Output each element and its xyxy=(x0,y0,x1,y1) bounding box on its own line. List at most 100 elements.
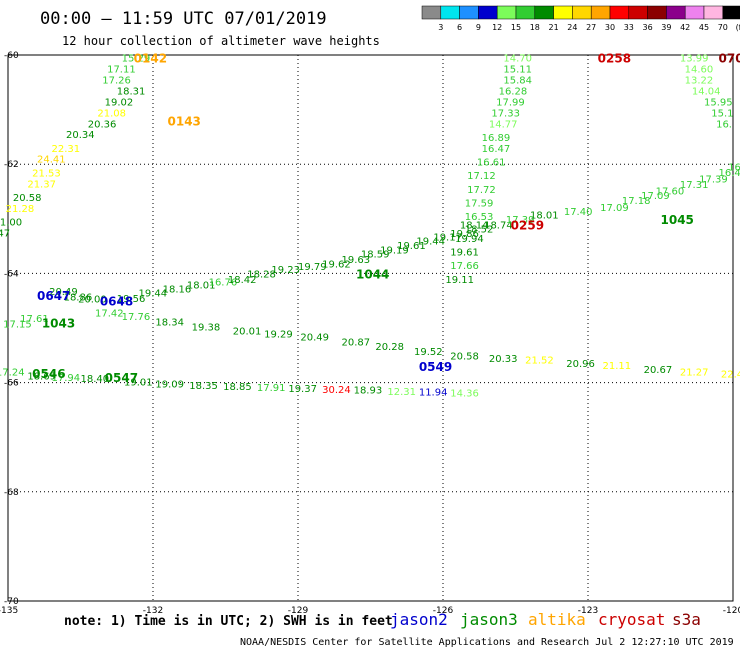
data-point-label: 16.46 xyxy=(719,168,740,179)
credit-line: NOAA/NESDIS Center for Satellite Applica… xyxy=(240,637,734,648)
data-point-label: 19.61 xyxy=(397,241,426,252)
data-point-label: 19.01 xyxy=(124,378,153,389)
pass-time-label: 0547 xyxy=(105,371,138,385)
colorbar-label: 27 xyxy=(586,23,596,32)
y-tick-label: -64 xyxy=(4,269,19,279)
colorbar-swatch xyxy=(684,5,705,20)
data-point-label: 20.96 xyxy=(566,359,595,370)
data-point-label: 19.62 xyxy=(322,260,351,271)
data-point-label: 19.61 xyxy=(450,248,479,259)
data-point-label: 17.12 xyxy=(467,171,496,182)
colorbar-swatch xyxy=(496,5,517,20)
data-point-label: 14.77 xyxy=(489,119,518,130)
x-tick-label: -126 xyxy=(433,606,454,616)
data-point-label: 16. xyxy=(716,119,732,130)
colorbar-label: 24 xyxy=(567,23,577,32)
data-point-label: 18.01 xyxy=(187,280,216,291)
data-point-label: 17.18 xyxy=(622,196,651,207)
data-point-label: 19.44 xyxy=(139,289,168,300)
colorbar-label: 42 xyxy=(680,23,690,32)
data-point-label: 17.39 xyxy=(699,174,728,185)
data-point-label: 20.49 xyxy=(49,287,78,298)
data-point-label: 20.00 xyxy=(78,295,107,306)
chart-title: 00:00 – 11:59 UTC 07/01/2019 xyxy=(40,9,327,29)
data-point-label: 18.52 xyxy=(465,225,494,236)
data-point-label: 19.17 xyxy=(433,232,462,243)
colorbar-label: 3 xyxy=(438,23,443,32)
x-tick-labels: -135 -132 -129 -126 -123 -120 xyxy=(0,606,740,616)
data-point-label: 15.95 xyxy=(704,97,733,108)
data-point-label: 16.61 xyxy=(477,157,506,168)
data-point-label: 19.37 xyxy=(288,384,317,395)
legend-cryosat: cryosat xyxy=(598,610,665,629)
colorbar-label: 6 xyxy=(457,23,462,32)
data-point-label: 22.31 xyxy=(52,144,81,155)
data-point-label: 20.28 xyxy=(375,342,404,353)
data-point-label: 18.93 xyxy=(354,386,383,397)
data-point-label: 19.56 xyxy=(117,294,146,305)
data-point-label: 20.01 xyxy=(233,327,262,338)
chart-subtitle: 12 hour collection of altimeter wave hei… xyxy=(62,34,380,48)
data-point-label: 17.94 xyxy=(52,373,81,384)
data-point-label: 17.31 xyxy=(680,180,709,191)
data-point-label: 14.04 xyxy=(692,86,721,97)
data-point-label: 18.31 xyxy=(117,86,146,97)
data-point-label: 16.76 xyxy=(209,278,238,289)
pass-time-label: 0546 xyxy=(32,367,65,381)
data-point-label: 20.34 xyxy=(66,130,95,141)
data-point-label: 17.42 xyxy=(95,309,124,320)
data-point-label: 13.22 xyxy=(685,76,714,87)
colorbar-label: 9 xyxy=(476,23,481,32)
pass-time-label: 1044 xyxy=(356,267,389,281)
pass-time-label: 1043 xyxy=(42,317,75,331)
data-point-label: 18.85 xyxy=(223,382,252,393)
legend-s3a: s3a xyxy=(672,610,701,629)
colorbar-label: 70 xyxy=(718,23,728,32)
data-point-label: 15.29 xyxy=(122,54,151,65)
pass-time-label: 0259 xyxy=(511,218,544,232)
colorbar-swatch xyxy=(572,5,592,20)
data-point-label: 16.89 xyxy=(482,133,511,144)
data-point-label: 19.29 xyxy=(264,329,293,340)
data-point-label: 17.11 xyxy=(107,65,136,76)
x-tick-label: -123 xyxy=(578,606,598,616)
data-point-label: 18.59 xyxy=(361,250,390,261)
data-point-label: 17.39 xyxy=(506,215,535,226)
colorbar-label: 30 xyxy=(605,23,615,32)
data-point-label: 18.14 xyxy=(460,220,489,231)
map-grid xyxy=(8,55,733,601)
data-point-label: 21.52 xyxy=(525,356,554,367)
x-tick-label: -135 xyxy=(0,606,18,616)
colorbar-swatch xyxy=(703,5,724,20)
data-point-label: 18.86 xyxy=(64,292,93,303)
data-point-label: 21.53 xyxy=(32,168,61,179)
y-tick-label: -68 xyxy=(4,488,19,498)
data-point-label: 20.33 xyxy=(489,354,518,365)
colorbar-label: 39 xyxy=(661,23,671,32)
data-point-label: 18.01 xyxy=(530,210,559,221)
data-point-label: 15.11 xyxy=(503,65,532,76)
colorbar-swatch xyxy=(440,5,460,20)
data-point-label: 20.47 xyxy=(0,228,10,239)
data-point-label: 17.15 xyxy=(3,320,32,331)
colorbar-label: 33 xyxy=(624,23,634,32)
data-point-label: 16.4 xyxy=(728,162,740,173)
colorbar-swatch xyxy=(628,5,648,20)
colorbar-swatch xyxy=(515,5,536,20)
data-points: 15.2917.1117.2618.3119.0221.0820.3620.34… xyxy=(0,54,740,400)
data-point-label: 20.58 xyxy=(450,351,479,362)
data-point-label: 19.23 xyxy=(271,265,300,276)
data-point-label: 22.45 xyxy=(721,369,740,380)
data-point-label: 19.52 xyxy=(414,347,443,358)
data-point-label: 17.33 xyxy=(491,108,520,119)
data-point-label: 18.34 xyxy=(155,317,184,328)
legend-jason3: jason3 xyxy=(460,610,518,629)
data-point-label: 17.72 xyxy=(467,185,496,196)
colorbar-swatch xyxy=(553,5,573,20)
colorbar-label: 45 xyxy=(699,23,709,32)
data-point-label: 20.87 xyxy=(342,338,371,349)
data-point-label: 18.74 xyxy=(484,220,513,231)
